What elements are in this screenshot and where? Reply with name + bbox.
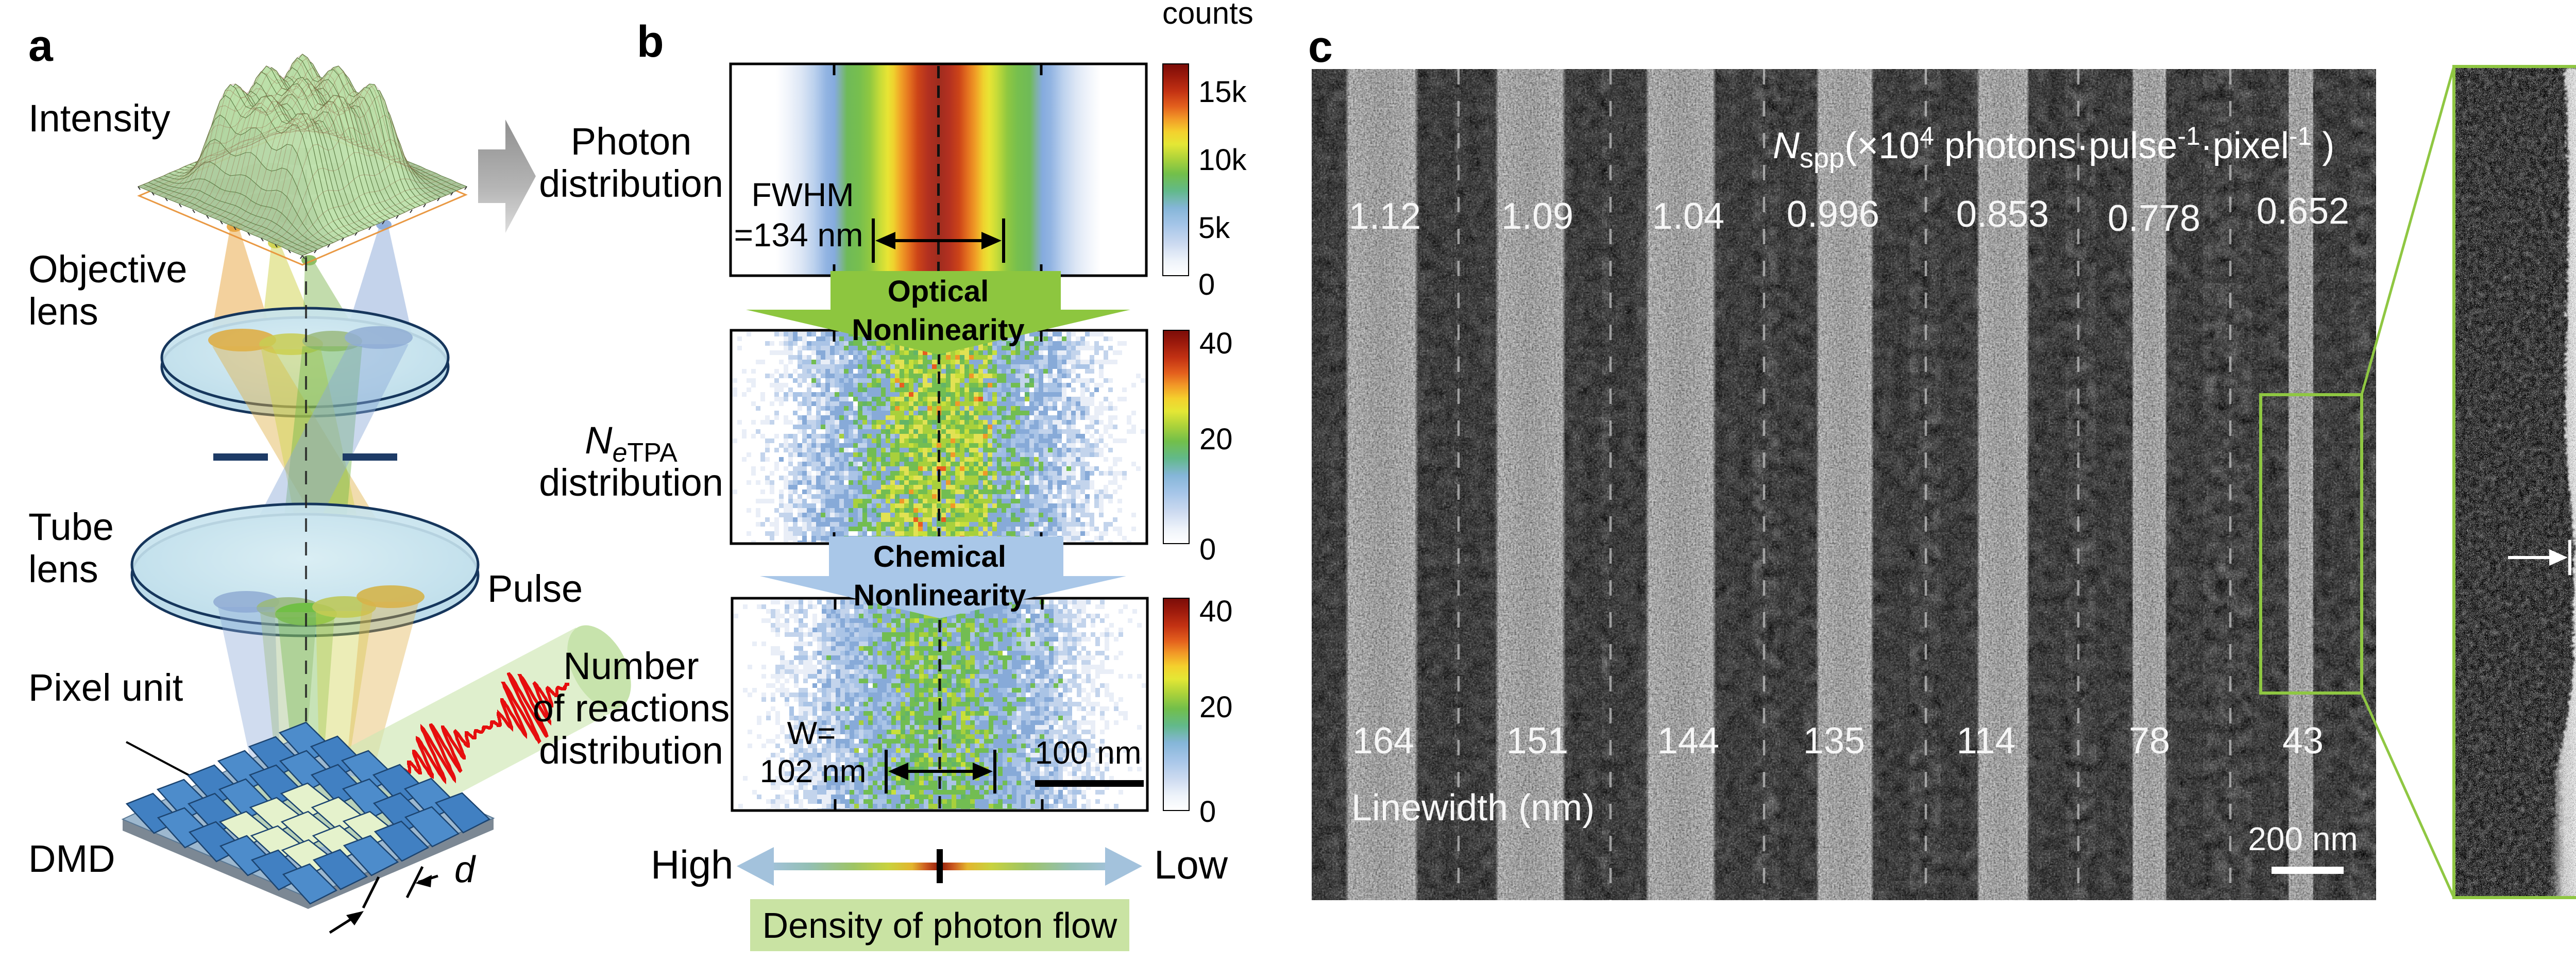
svg-text:Optical: Optical	[888, 275, 989, 308]
svg-text:Chemical: Chemical	[873, 540, 1006, 573]
svg-text:0.652: 0.652	[2257, 191, 2349, 232]
svg-text:0.996: 0.996	[1787, 194, 1879, 235]
svg-text:100 nm: 100 nm	[1035, 735, 1142, 771]
svg-text:Linewidth (nm): Linewidth (nm)	[1351, 787, 1595, 829]
svg-text:d: d	[454, 849, 476, 890]
svg-text:=134 nm: =134 nm	[734, 216, 863, 254]
svg-text:0: 0	[1199, 533, 1216, 566]
svg-text:of reactions: of reactions	[533, 687, 730, 730]
svg-text:FWHM: FWHM	[751, 176, 854, 213]
svg-text:distribution: distribution	[539, 162, 723, 205]
svg-text:Nonlinearity: Nonlinearity	[853, 579, 1026, 612]
svg-text:Intensity: Intensity	[28, 97, 171, 140]
svg-text:distribution: distribution	[539, 461, 723, 504]
svg-text:DMD: DMD	[28, 837, 115, 880]
svg-text:1.09: 1.09	[1501, 196, 1573, 237]
svg-text:Tube: Tube	[28, 505, 114, 548]
svg-text:High: High	[651, 842, 733, 887]
svg-text:Pulse: Pulse	[487, 567, 583, 610]
svg-text:40: 40	[1199, 327, 1233, 360]
svg-text:20: 20	[1199, 423, 1233, 456]
svg-text:15k: 15k	[1198, 75, 1247, 109]
svg-text:10k: 10k	[1198, 143, 1247, 177]
svg-text:Objective: Objective	[28, 248, 187, 291]
svg-text:W=: W=	[787, 716, 836, 751]
svg-text:Number: Number	[563, 645, 699, 687]
svg-text:Photon: Photon	[571, 120, 692, 163]
svg-text:164: 164	[1352, 720, 1414, 762]
svg-text:114: 114	[1957, 720, 2016, 762]
svg-text:200 nm: 200 nm	[2248, 820, 2358, 857]
svg-text:Nonlinearity: Nonlinearity	[852, 313, 1024, 347]
svg-text:0: 0	[1198, 268, 1215, 301]
svg-text:lens: lens	[28, 290, 98, 333]
svg-text:40: 40	[1199, 595, 1233, 628]
svg-text:144: 144	[1657, 720, 1719, 762]
svg-text:b: b	[637, 17, 664, 66]
svg-text:counts: counts	[1162, 0, 1253, 30]
svg-text:NeTPA: NeTPA	[585, 419, 677, 468]
svg-text:lens: lens	[28, 548, 98, 590]
svg-text:1.04: 1.04	[1652, 196, 1724, 237]
svg-text:Nspp(×104 photons·pulse-1·pixe: Nspp(×104 photons·pulse-1·pixel-1 )	[1773, 122, 2334, 174]
svg-text:5k: 5k	[1198, 211, 1230, 245]
svg-text:a: a	[28, 21, 54, 71]
svg-text:135: 135	[1803, 720, 1865, 762]
svg-text:Density of photon flow: Density of photon flow	[762, 905, 1117, 946]
svg-text:0: 0	[1199, 795, 1216, 829]
svg-text:151: 151	[1506, 720, 1568, 762]
svg-text:Pixel unit: Pixel unit	[28, 666, 183, 709]
svg-text:0.853: 0.853	[1956, 194, 2049, 235]
svg-text:102 nm: 102 nm	[760, 754, 867, 789]
svg-text:1.12: 1.12	[1349, 196, 1421, 237]
svg-text:0.778: 0.778	[2108, 198, 2200, 239]
svg-text:43: 43	[2282, 720, 2324, 762]
svg-text:distribution: distribution	[539, 729, 723, 772]
svg-text:78: 78	[2129, 720, 2170, 762]
svg-text:Low: Low	[1154, 842, 1228, 887]
svg-text:20: 20	[1199, 690, 1233, 724]
svg-text:c: c	[1308, 22, 1333, 72]
